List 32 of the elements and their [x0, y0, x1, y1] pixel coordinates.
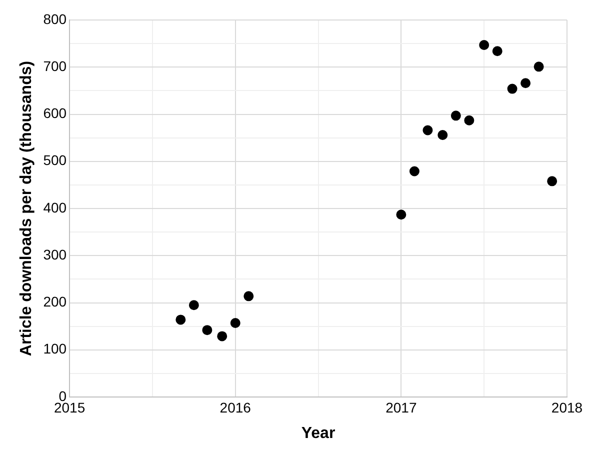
point	[230, 318, 240, 328]
point	[547, 176, 558, 186]
y-tick-label: 400	[43, 199, 67, 216]
x-tick-label: 2018	[551, 399, 583, 416]
point	[176, 314, 186, 325]
point	[479, 40, 490, 50]
point	[217, 331, 228, 342]
x-tick-label: 2016	[220, 399, 252, 416]
y-tick-label: 300	[43, 246, 67, 262]
y-tick-label: 700	[43, 58, 67, 74]
point	[492, 46, 502, 56]
point	[202, 325, 212, 336]
point	[464, 115, 474, 126]
y-tick-label: 600	[43, 105, 67, 122]
point	[507, 84, 518, 94]
point	[422, 125, 433, 136]
y-tick-label: 200	[43, 294, 67, 310]
y-tick-label: 800	[43, 10, 67, 27]
point	[438, 130, 448, 140]
point	[450, 110, 461, 121]
point	[520, 78, 531, 88]
point	[396, 210, 406, 220]
y-tick-label: 100	[43, 340, 67, 357]
x-tick-label: 2017	[386, 399, 417, 416]
y-tick-label: 500	[43, 152, 67, 168]
y-tick-label: 0	[58, 388, 67, 404]
y-axis-title: Article downloads per day (thousands)	[18, 60, 36, 356]
point	[244, 291, 254, 302]
point	[534, 62, 544, 72]
point	[409, 166, 420, 176]
x-axis-title: Year	[301, 424, 336, 442]
point	[188, 300, 199, 310]
